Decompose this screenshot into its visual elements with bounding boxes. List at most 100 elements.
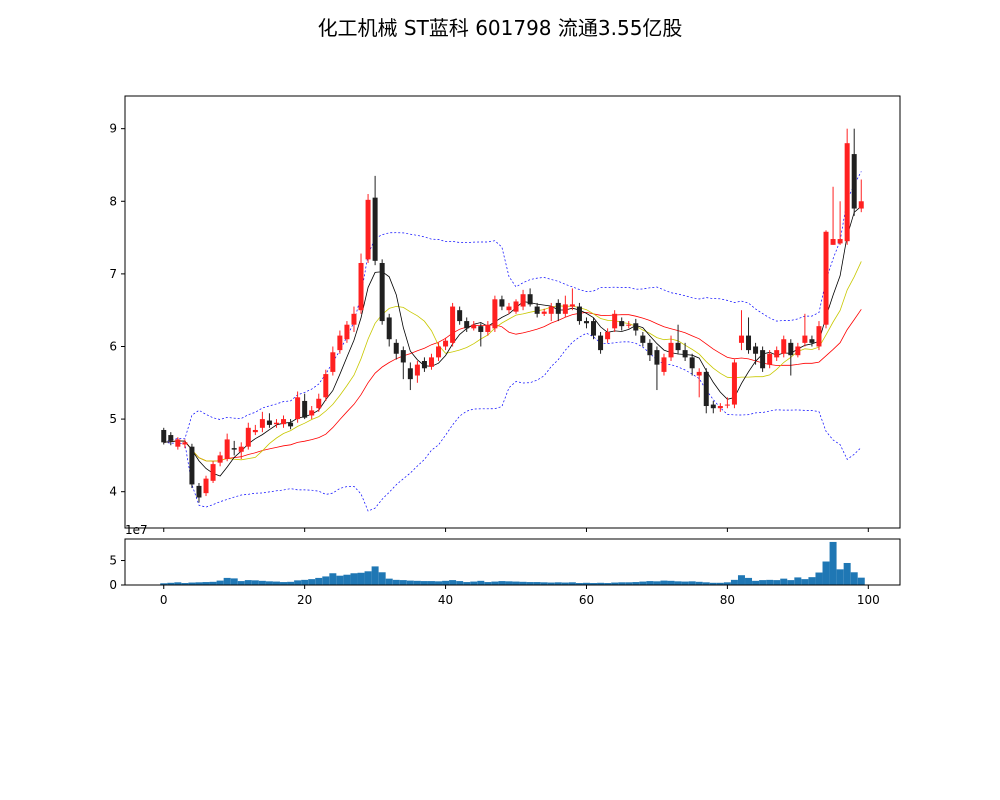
volume-bar [498, 581, 506, 585]
volume-bar [167, 582, 175, 585]
volume-bar [392, 579, 400, 585]
candle-body [351, 313, 357, 325]
volume-bar [597, 582, 605, 585]
y-tick-label: 9 [109, 122, 117, 136]
volume-bar [343, 574, 351, 585]
volume-bar [801, 579, 809, 585]
x-tick-label: 60 [579, 593, 594, 607]
candle-body [816, 326, 822, 347]
volume-bars [160, 541, 865, 585]
candle-body [414, 364, 420, 376]
candle-body [182, 442, 188, 445]
price-candles [161, 128, 864, 503]
volume-bar [540, 582, 548, 585]
candle-body [224, 439, 230, 460]
volume-bar [561, 582, 569, 585]
lower-band-line [163, 332, 862, 512]
candle-body [583, 321, 589, 324]
candle-body [612, 313, 618, 329]
volume-bar [857, 577, 865, 585]
candle-body [464, 321, 470, 329]
volume-bar [688, 581, 696, 585]
volume-bar [611, 582, 619, 585]
volume-bar [322, 576, 330, 585]
candle-body [703, 371, 709, 407]
volume-bar [773, 580, 781, 585]
candle-body [774, 350, 780, 358]
volume-bar [512, 581, 520, 585]
volume-bar [660, 580, 668, 585]
volume-bar [752, 580, 760, 585]
candle-body [724, 404, 730, 406]
volume-bar [315, 577, 323, 585]
candle-body [591, 321, 597, 336]
volume-bar [808, 577, 816, 585]
volume-bar [568, 582, 576, 585]
candle-body [731, 362, 737, 405]
candle-body [288, 422, 294, 427]
candle-body [428, 357, 434, 367]
volume-bar [547, 582, 555, 585]
volume-y-tick-label: 5 [109, 554, 117, 568]
volume-bar [618, 582, 626, 585]
candle-body [513, 301, 519, 312]
candle-body [767, 353, 773, 365]
volume-bar [272, 581, 280, 585]
volume-bar [385, 578, 393, 585]
volume-bar [794, 577, 802, 585]
candle-body [161, 429, 167, 443]
candle-body [548, 306, 554, 314]
x-tick-label: 100 [857, 593, 880, 607]
candle-body [858, 201, 864, 209]
volume-bar [202, 582, 210, 585]
candle-body [400, 350, 406, 363]
candle-body [189, 446, 195, 485]
volume-bar [230, 578, 238, 585]
volume-bar [294, 580, 302, 585]
volume-bar [329, 573, 337, 585]
candle-body [231, 448, 237, 450]
volume-bar [505, 581, 513, 585]
candle-body [760, 350, 766, 369]
volume-bar [575, 583, 583, 585]
volume-bar [681, 581, 689, 585]
volume-plot-frame [124, 538, 901, 586]
candle-body [485, 324, 491, 332]
volume-bar [223, 577, 231, 585]
volume-bar [519, 581, 527, 585]
volume-bar [766, 579, 774, 585]
volume-bar [554, 582, 562, 585]
candle-body [316, 398, 322, 409]
candle-body [746, 335, 752, 351]
volume-bar [850, 572, 858, 585]
price-y-axis: 4 5 6 7 8 9 [109, 122, 125, 499]
candle-body [443, 340, 449, 347]
candle-body [823, 231, 829, 325]
ma-long-line [163, 309, 862, 462]
volume-bar [420, 581, 428, 585]
volume-bar [371, 566, 379, 585]
x-tick-label: 0 [160, 593, 168, 607]
candle-body [520, 294, 526, 307]
volume-bar [737, 575, 745, 585]
candle-body [506, 306, 512, 311]
volume-bar [265, 581, 273, 585]
candle-body [717, 406, 723, 409]
volume-bar [336, 575, 344, 585]
candle-body [527, 294, 533, 305]
candle-body [421, 361, 427, 369]
candle-body [168, 435, 174, 441]
candle-body [661, 357, 667, 372]
volume-bar [639, 581, 647, 585]
x-tick-label: 40 [438, 593, 453, 607]
candle-body [450, 306, 456, 343]
candle-body [576, 306, 582, 322]
chart-title: 化工机械 ST蓝科 601798 流通3.55亿股 [317, 16, 683, 40]
candle-body [499, 299, 505, 307]
volume-bar [526, 582, 534, 585]
volume-bar [646, 581, 654, 585]
y-tick-label: 5 [109, 412, 117, 426]
volume-bar [427, 581, 435, 585]
volume-bar [695, 581, 703, 585]
